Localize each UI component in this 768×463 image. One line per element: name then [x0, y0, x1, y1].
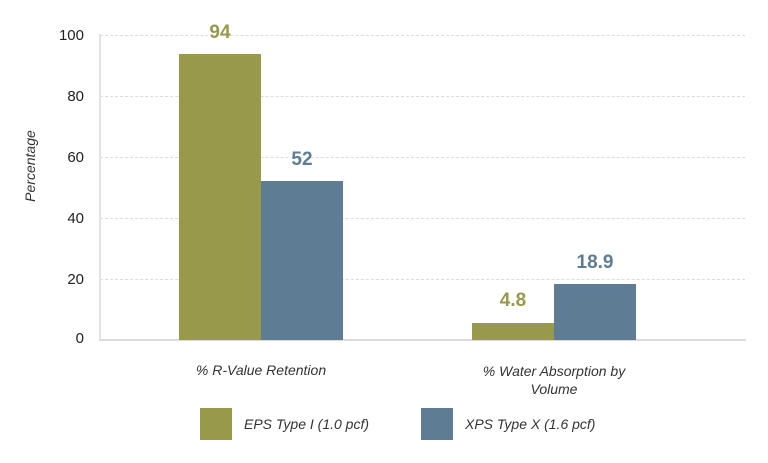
- legend-swatch-eps: [200, 408, 232, 440]
- y-tick: 80: [67, 88, 84, 105]
- x-category-label: % R-Value Retention: [195, 362, 327, 378]
- bar-xps-water: [554, 284, 636, 340]
- x-category-label: % Water Absorption by Volume: [482, 363, 626, 397]
- y-tick: 40: [67, 210, 84, 227]
- bar-xps-r-value: [261, 181, 343, 340]
- legend-label-eps: EPS Type I (1.0 pcf): [244, 416, 370, 432]
- y-axis-line: [99, 34, 101, 340]
- bar-eps-water: [472, 323, 554, 340]
- value-label: 52: [291, 149, 313, 170]
- value-label: 4.8: [499, 290, 527, 311]
- value-label: 94: [209, 22, 231, 43]
- bar-eps-r-value: [179, 54, 261, 340]
- gridline: [100, 157, 745, 158]
- gridline: [100, 96, 745, 97]
- y-tick: 60: [67, 149, 84, 166]
- x-axis-line: [99, 339, 746, 341]
- value-label: 18.9: [576, 252, 614, 273]
- y-tick: 20: [67, 271, 84, 288]
- gridline: [100, 279, 745, 280]
- y-tick: 100: [58, 27, 84, 44]
- gridline: [100, 35, 745, 36]
- gridline: [100, 218, 745, 219]
- legend-label-xps: XPS Type X (1.6 pcf): [465, 416, 596, 432]
- y-tick: 0: [75, 330, 84, 347]
- legend-swatch-xps: [421, 408, 453, 440]
- y-axis-title: Percentage: [22, 130, 38, 202]
